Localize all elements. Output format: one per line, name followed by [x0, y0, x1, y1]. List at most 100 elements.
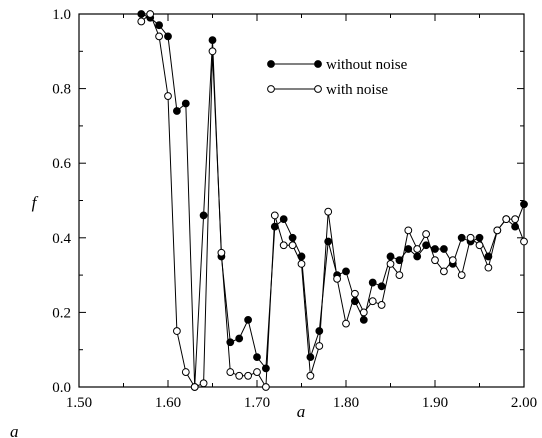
data-point-without-noise	[457, 233, 466, 242]
data-point-without-noise	[368, 278, 377, 287]
legend-marker	[267, 60, 275, 68]
data-point-with-noise	[324, 207, 333, 216]
x-tick-label: 1.60	[155, 395, 181, 411]
legend: without noise with noise	[267, 57, 408, 98]
data-point-with-noise	[208, 47, 217, 56]
data-point-with-noise	[520, 237, 528, 246]
data-point-without-noise	[342, 267, 350, 276]
data-point-without-noise	[288, 233, 297, 242]
data-point-with-noise	[475, 241, 484, 250]
series-layer	[137, 10, 528, 391]
x-tick-label: 2.00	[511, 395, 537, 411]
data-point-with-noise	[288, 241, 297, 250]
data-point-with-noise	[333, 274, 342, 283]
y-axis-label: f	[32, 193, 39, 212]
data-point-without-noise	[164, 32, 172, 41]
data-point-without-noise	[520, 200, 528, 209]
data-point-with-noise	[466, 233, 475, 242]
plot-frame	[78, 13, 525, 388]
data-point-with-noise	[137, 17, 146, 26]
legend-label: without noise	[326, 57, 408, 73]
data-point-with-noise	[155, 32, 164, 41]
y-tick-label: 0.8	[52, 82, 71, 98]
data-point-with-noise	[199, 379, 208, 388]
series-with-noise	[137, 10, 528, 391]
data-point-without-noise	[413, 252, 422, 261]
data-point-without-noise	[386, 252, 395, 261]
data-point-with-noise	[306, 371, 315, 380]
data-point-with-noise	[235, 371, 244, 380]
data-point-with-noise	[244, 371, 253, 380]
data-point-with-noise	[297, 260, 306, 268]
data-point-with-noise	[493, 226, 502, 235]
data-point-with-noise	[413, 245, 422, 253]
data-point-with-noise	[226, 368, 235, 376]
data-point-with-noise	[262, 383, 270, 391]
x-tick-label: 1.70	[244, 395, 270, 411]
data-point-with-noise	[164, 92, 172, 100]
data-point-without-noise	[137, 10, 146, 18]
data-point-with-noise	[395, 271, 404, 280]
y-tick-label: 0.4	[52, 231, 71, 247]
data-point-with-noise	[173, 327, 181, 335]
x-tick-label: 1.90	[422, 395, 448, 411]
data-point-without-noise	[173, 107, 181, 115]
legend-marker	[314, 85, 322, 93]
data-point-without-noise	[422, 241, 431, 250]
data-point-with-noise	[351, 289, 359, 298]
data-point-with-noise	[431, 256, 439, 265]
legend-item-without-noise: without noise	[267, 57, 408, 73]
data-point-without-noise	[208, 36, 217, 45]
data-point-without-noise	[262, 364, 270, 373]
data-point-without-noise	[484, 252, 493, 261]
legend-label: with noise	[326, 82, 388, 98]
data-point-with-noise	[279, 241, 288, 250]
data-point-with-noise	[484, 263, 493, 272]
y-tick-label: 0.6	[52, 156, 71, 172]
data-point-with-noise	[368, 297, 377, 306]
data-point-without-noise	[181, 99, 190, 108]
data-point-without-noise	[235, 334, 244, 343]
data-point-with-noise	[359, 308, 368, 317]
data-point-with-noise	[181, 368, 190, 376]
data-point-without-noise	[315, 327, 324, 335]
data-point-with-noise	[190, 383, 199, 391]
y-tick-label: 1.0	[52, 7, 71, 23]
data-point-with-noise	[253, 368, 261, 376]
data-point-without-noise	[244, 315, 253, 324]
legend-marker	[267, 85, 275, 93]
data-point-with-noise	[342, 319, 350, 328]
data-point-without-noise	[475, 233, 484, 242]
data-point-without-noise	[359, 315, 368, 324]
x-tick-label: 1.50	[66, 395, 92, 411]
data-point-with-noise	[377, 301, 386, 309]
x-tick-label: 1.80	[333, 395, 359, 411]
series-line-without-noise	[141, 13, 525, 388]
legend-item-with-noise: with noise	[267, 82, 388, 98]
data-point-with-noise	[217, 248, 226, 257]
data-point-without-noise	[306, 353, 315, 362]
x-axis-label: a	[297, 402, 306, 418]
data-point-with-noise	[315, 342, 324, 350]
data-point-with-noise	[457, 271, 466, 280]
data-point-without-noise	[155, 21, 164, 30]
y-tick-label: 0.2	[52, 305, 71, 321]
data-point-without-noise	[404, 245, 413, 253]
data-point-without-noise	[199, 211, 208, 220]
tick-labels: 1.50 1.60 1.70 1.80 1.90 2.00 0.0 0.2 0.4 0.6 0.8 1…	[52, 7, 537, 411]
axis-ticks	[78, 13, 525, 388]
data-point-with-noise	[448, 256, 457, 265]
data-point-without-noise	[440, 245, 448, 253]
chart: 1.50 1.60 1.70 1.80 1.90 2.00 0.0 0.2 0.4 0.6 0.8 1…	[32, 7, 537, 418]
legend-marker	[314, 60, 322, 68]
data-point-with-noise	[404, 226, 413, 235]
y-tick-label: 0.0	[52, 380, 71, 396]
data-point-with-noise	[511, 215, 519, 224]
data-point-with-noise	[270, 211, 279, 220]
data-point-with-noise	[440, 267, 448, 276]
data-point-with-noise	[502, 215, 511, 224]
data-point-without-noise	[377, 282, 386, 291]
data-point-without-noise	[431, 245, 439, 253]
data-point-without-noise	[279, 215, 288, 224]
data-point-with-noise	[146, 10, 155, 18]
